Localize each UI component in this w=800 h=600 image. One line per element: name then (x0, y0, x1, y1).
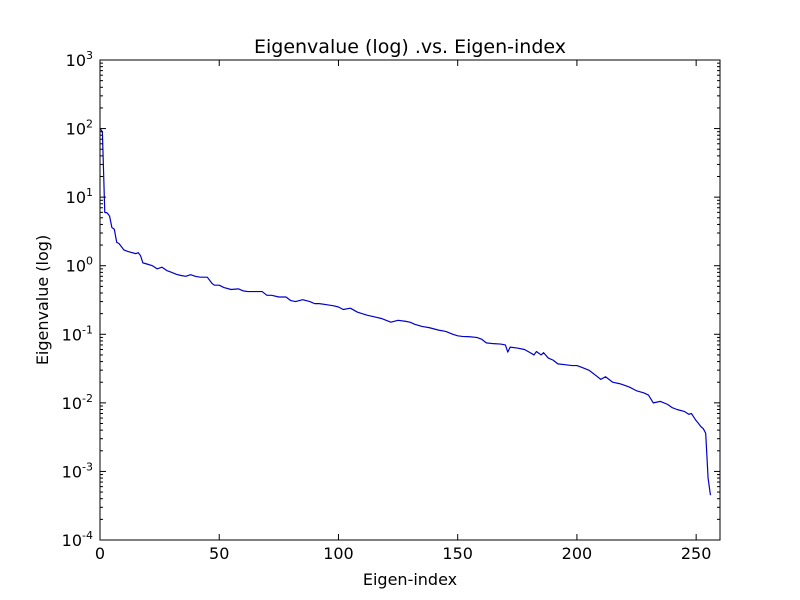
chart-title: Eigenvalue (log) .vs. Eigen-index (254, 36, 566, 58)
y-tick-label: 10-3 (62, 460, 93, 481)
y-tick-label: 102 (66, 118, 93, 139)
y-tick-label: 103 (66, 49, 93, 70)
x-tick-label: 200 (562, 544, 593, 563)
x-tick-label: 100 (323, 544, 354, 563)
y-tick-label: 10-4 (62, 529, 93, 550)
y-tick-label: 100 (66, 255, 93, 276)
y-tick-label: 10-2 (62, 392, 93, 413)
x-tick-label: 50 (209, 544, 229, 563)
y-axis-label: Eigenvalue (log) (33, 235, 52, 365)
plot-frame (99, 59, 721, 541)
eigenvalue-series-line (99, 128, 712, 496)
y-tick-label: 101 (66, 186, 93, 207)
x-axis-label: Eigen-index (363, 570, 457, 589)
x-tick-label: 0 (95, 544, 105, 563)
x-tick-label: 150 (442, 544, 473, 563)
x-tick-label: 250 (681, 544, 712, 563)
y-tick-label: 10-1 (62, 323, 93, 344)
